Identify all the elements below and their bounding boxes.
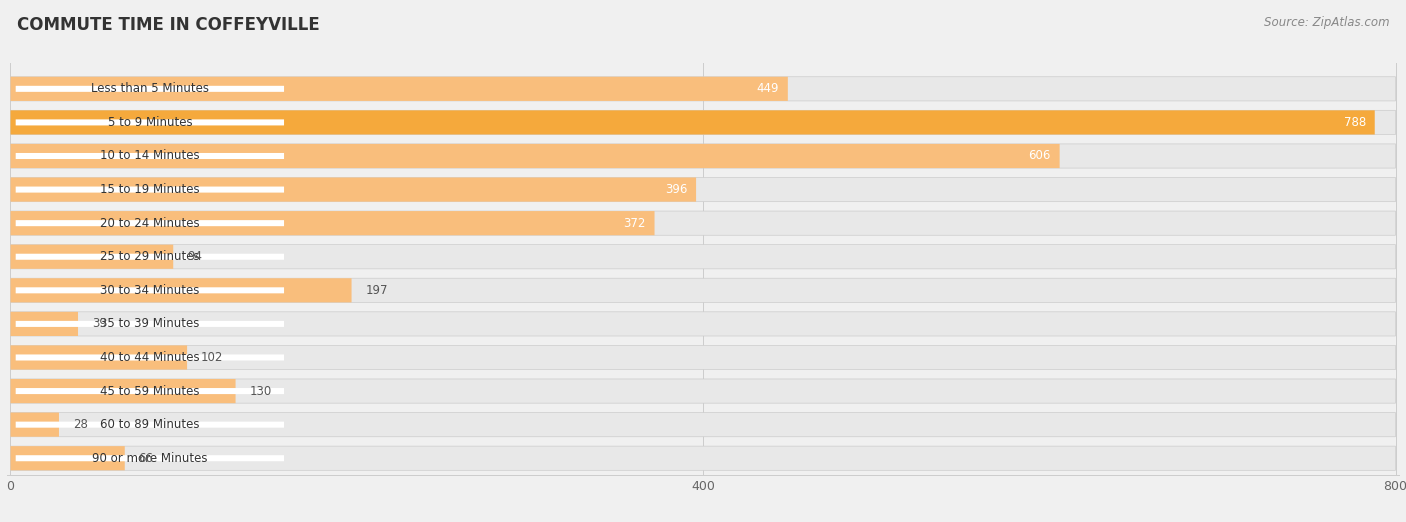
FancyBboxPatch shape: [10, 177, 1396, 201]
FancyBboxPatch shape: [15, 321, 284, 327]
FancyBboxPatch shape: [10, 346, 1396, 370]
FancyBboxPatch shape: [10, 245, 1396, 269]
Text: 606: 606: [1029, 149, 1052, 162]
FancyBboxPatch shape: [10, 77, 1396, 101]
Text: COMMUTE TIME IN COFFEYVILLE: COMMUTE TIME IN COFFEYVILLE: [17, 16, 319, 33]
FancyBboxPatch shape: [10, 110, 1375, 135]
Text: Source: ZipAtlas.com: Source: ZipAtlas.com: [1264, 16, 1389, 29]
Text: 60 to 89 Minutes: 60 to 89 Minutes: [100, 418, 200, 431]
Text: 66: 66: [139, 452, 153, 465]
FancyBboxPatch shape: [10, 278, 352, 302]
FancyBboxPatch shape: [10, 379, 236, 403]
Text: 396: 396: [665, 183, 688, 196]
Text: 45 to 59 Minutes: 45 to 59 Minutes: [100, 385, 200, 398]
FancyBboxPatch shape: [15, 254, 284, 260]
FancyBboxPatch shape: [15, 354, 284, 361]
FancyBboxPatch shape: [10, 446, 1396, 470]
Text: 90 or more Minutes: 90 or more Minutes: [93, 452, 208, 465]
FancyBboxPatch shape: [10, 110, 1396, 135]
Text: 28: 28: [73, 418, 87, 431]
FancyBboxPatch shape: [15, 186, 284, 193]
FancyBboxPatch shape: [15, 86, 284, 92]
FancyBboxPatch shape: [10, 211, 655, 235]
Text: 449: 449: [756, 82, 779, 96]
FancyBboxPatch shape: [10, 77, 787, 101]
Text: 102: 102: [201, 351, 224, 364]
FancyBboxPatch shape: [10, 211, 1396, 235]
FancyBboxPatch shape: [10, 278, 1396, 302]
Text: 39: 39: [91, 317, 107, 330]
Text: Less than 5 Minutes: Less than 5 Minutes: [91, 82, 209, 96]
FancyBboxPatch shape: [10, 177, 696, 201]
Text: 10 to 14 Minutes: 10 to 14 Minutes: [100, 149, 200, 162]
FancyBboxPatch shape: [10, 312, 1396, 336]
FancyBboxPatch shape: [15, 422, 284, 428]
Text: 25 to 29 Minutes: 25 to 29 Minutes: [100, 250, 200, 263]
Text: 5 to 9 Minutes: 5 to 9 Minutes: [107, 116, 193, 129]
Text: 788: 788: [1344, 116, 1367, 129]
FancyBboxPatch shape: [10, 412, 1396, 437]
FancyBboxPatch shape: [10, 379, 1396, 403]
FancyBboxPatch shape: [15, 120, 284, 125]
Text: 130: 130: [249, 385, 271, 398]
FancyBboxPatch shape: [10, 144, 1396, 168]
Text: 197: 197: [366, 284, 388, 297]
FancyBboxPatch shape: [15, 220, 284, 226]
FancyBboxPatch shape: [15, 287, 284, 293]
Text: 15 to 19 Minutes: 15 to 19 Minutes: [100, 183, 200, 196]
Text: 94: 94: [187, 250, 202, 263]
FancyBboxPatch shape: [10, 446, 125, 470]
FancyBboxPatch shape: [15, 455, 284, 461]
Text: 40 to 44 Minutes: 40 to 44 Minutes: [100, 351, 200, 364]
FancyBboxPatch shape: [10, 412, 59, 437]
FancyBboxPatch shape: [10, 346, 187, 370]
FancyBboxPatch shape: [10, 312, 77, 336]
FancyBboxPatch shape: [10, 144, 1060, 168]
Text: 20 to 24 Minutes: 20 to 24 Minutes: [100, 217, 200, 230]
Text: 35 to 39 Minutes: 35 to 39 Minutes: [100, 317, 200, 330]
FancyBboxPatch shape: [10, 245, 173, 269]
FancyBboxPatch shape: [15, 153, 284, 159]
FancyBboxPatch shape: [15, 388, 284, 394]
Text: 30 to 34 Minutes: 30 to 34 Minutes: [100, 284, 200, 297]
Text: 372: 372: [623, 217, 645, 230]
